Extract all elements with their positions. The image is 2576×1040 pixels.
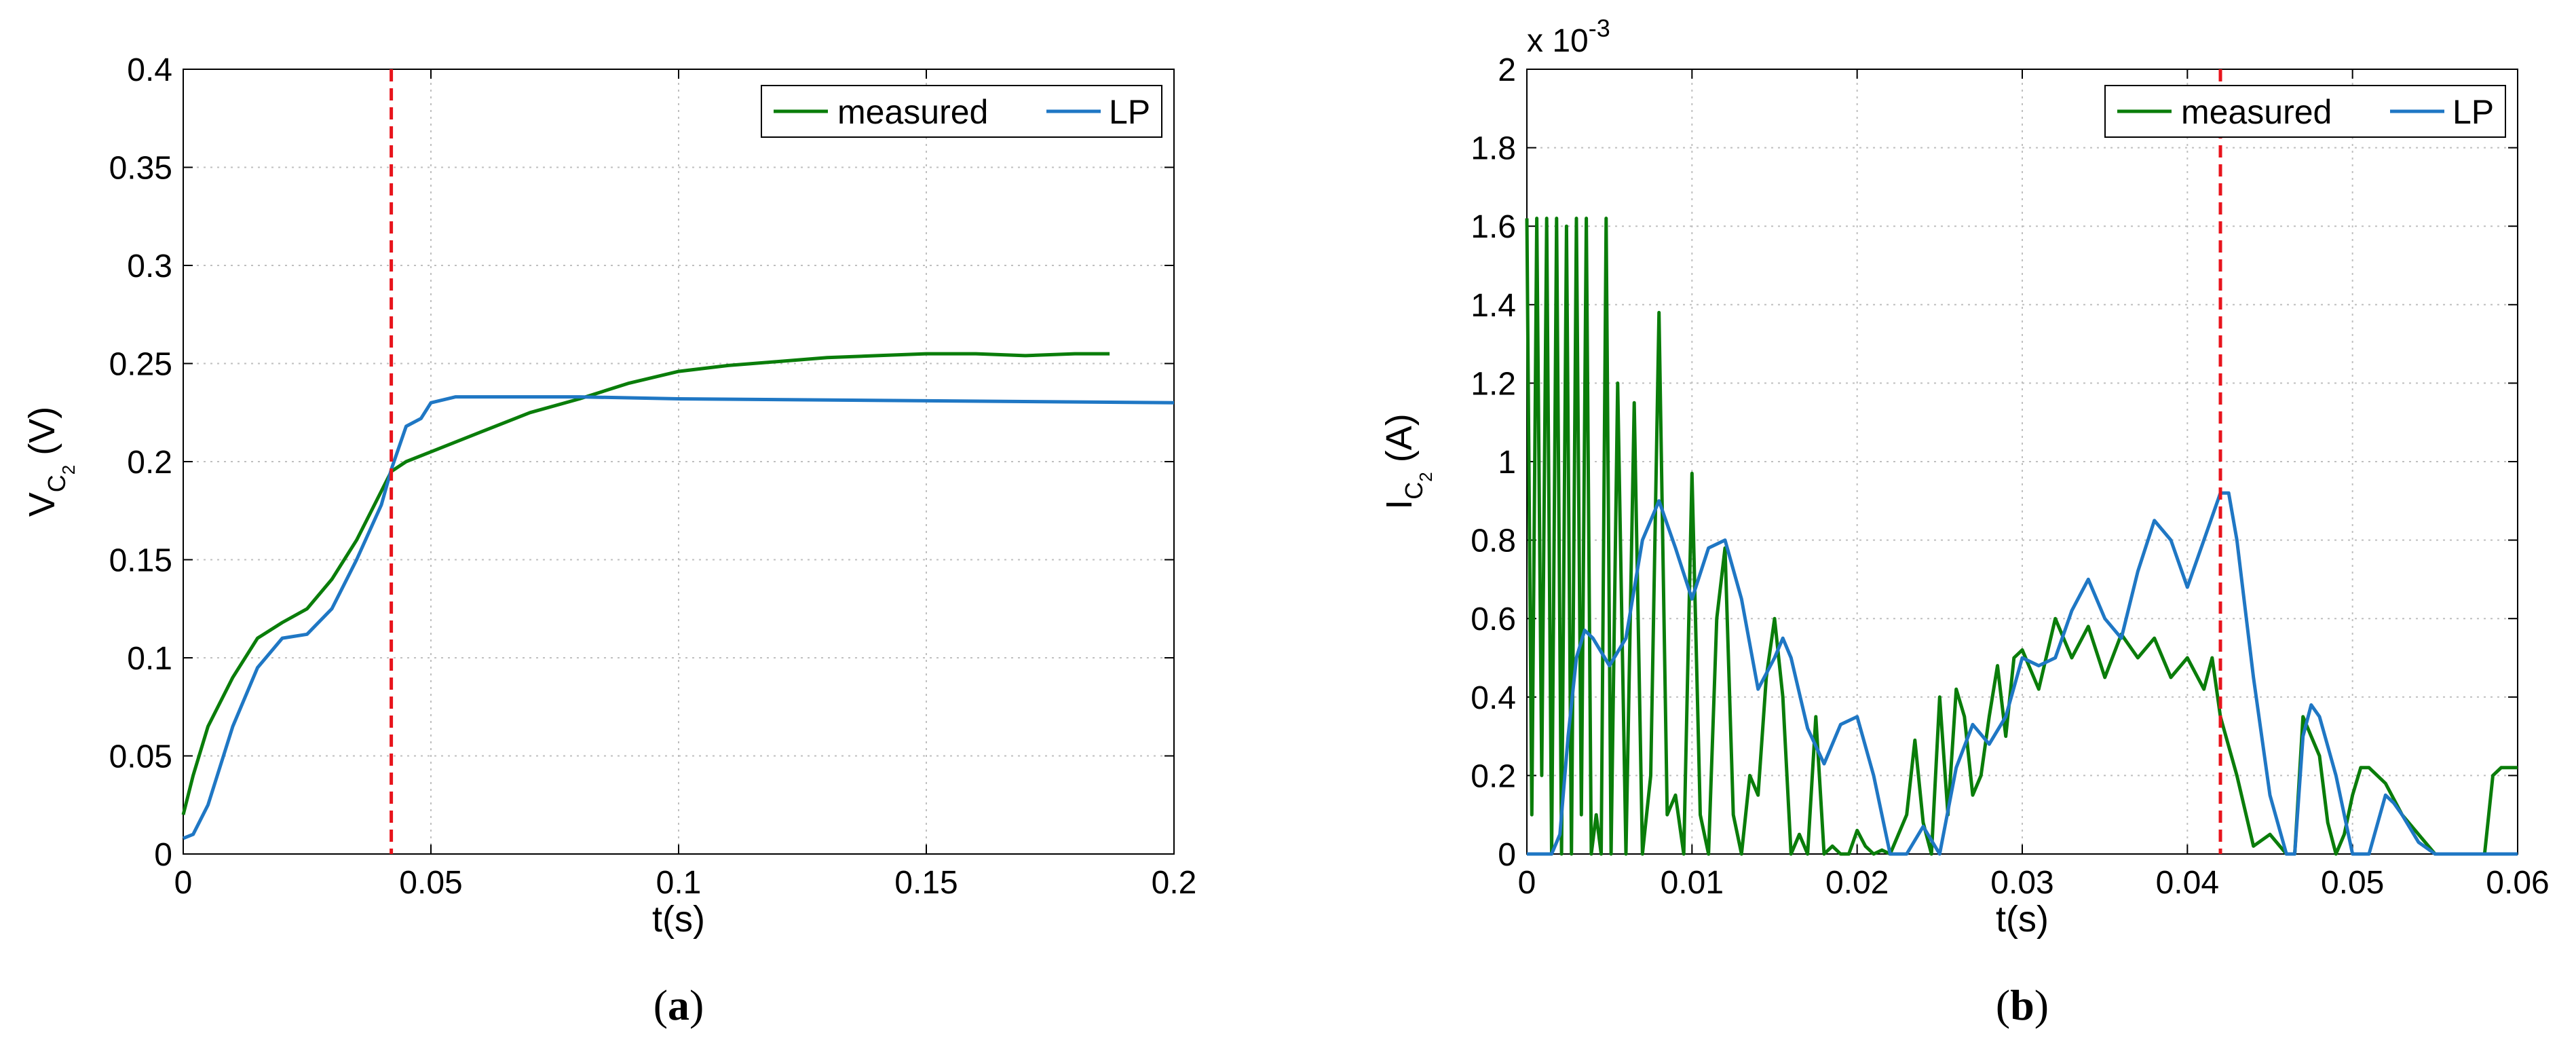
grid xyxy=(1527,69,2518,854)
y-tick-label: 1.2 xyxy=(1471,366,1516,402)
y-tick-label: 2 xyxy=(1498,52,1516,88)
svg-text:IC2(A): IC2 (A) xyxy=(1379,413,1436,509)
y-tick-label: 1.6 xyxy=(1471,209,1516,245)
y-axis-label-main: V xyxy=(22,492,62,517)
y-axis-label-subsub: 2 xyxy=(58,465,79,475)
legend-label-measured: measured xyxy=(2181,93,2332,131)
y-axis-label-subsub: 2 xyxy=(1416,472,1436,481)
x-tick-label: 0.01 xyxy=(1661,865,1724,901)
series-lines xyxy=(1525,217,2518,856)
grid xyxy=(183,69,1174,854)
x-axis-label: t(s) xyxy=(1996,899,2049,940)
x-tick-label: 0.05 xyxy=(399,865,462,901)
chart-panel-b: 0 0.01 0.02 0.03 0.04 0.05 0.06 0 0.2 0.4 0.6 0.8 1 1… xyxy=(1379,14,2550,1029)
chart-panel-a: 0 0.05 0.1 0.15 0.2 0 0.05 0.1 0.15 0.2 0.25 0.3 0.3… xyxy=(22,52,1196,1029)
y-tick-label: 0.8 xyxy=(1471,523,1516,559)
y-tick-label: 0.3 xyxy=(127,248,172,284)
legend: measured LP xyxy=(2104,85,2506,138)
x-tick-label: 0.2 xyxy=(1152,865,1197,901)
x-tick-label: 0.03 xyxy=(1990,865,2053,901)
y-tick-label: 0.6 xyxy=(1471,601,1516,637)
y-axis-label-unit: (V) xyxy=(22,407,62,456)
y-axis-label: IC2 (A) xyxy=(1379,413,1436,509)
x-tick-label: 0.06 xyxy=(2486,865,2549,901)
x-tick-label: 0.1 xyxy=(656,865,702,901)
legend-label-lp: LP xyxy=(1109,93,1150,131)
x-tick-label: 0 xyxy=(174,865,193,901)
series-lines xyxy=(181,352,1175,840)
legend-label-measured: measured xyxy=(837,93,988,131)
y-tick-label: 0.15 xyxy=(109,543,172,579)
panel-label-b: (b) xyxy=(1996,981,2049,1029)
y-tick-label: 0 xyxy=(154,837,172,873)
x-tick-label: 0.15 xyxy=(894,865,958,901)
axis-ticks: 0 0.01 0.02 0.03 0.04 0.05 0.06 0 0.2 0.4 0.6 0.8 1 1… xyxy=(1471,52,2549,901)
series-line-lp xyxy=(1527,491,2518,856)
legend: measured LP xyxy=(761,85,1162,138)
x-tick-label: 0.04 xyxy=(2156,865,2219,901)
series-line-measured xyxy=(181,352,1110,815)
y-tick-label: 1 xyxy=(1498,445,1516,481)
y-axis-label-unit: (A) xyxy=(1379,413,1420,462)
y-tick-label: 0.2 xyxy=(1471,758,1516,794)
series-line-lp xyxy=(183,395,1175,840)
y-axis-label: VC2 (V) xyxy=(22,407,79,517)
x-tick-label: 0.02 xyxy=(1825,865,1889,901)
axis-ticks: 0 0.05 0.1 0.15 0.2 0 0.05 0.1 0.15 0.2 0.25 0.3 0.3… xyxy=(109,52,1197,901)
x-tick-label: 0 xyxy=(1518,865,1536,901)
series-line-measured xyxy=(1525,217,2518,856)
x-axis-label: t(s) xyxy=(652,899,705,940)
y-tick-label: 1.8 xyxy=(1471,131,1516,167)
y-axis-multiplier: x 10-3 xyxy=(1527,14,1610,59)
y-tick-label: 0.25 xyxy=(109,347,172,383)
y-tick-label: 0.4 xyxy=(1471,680,1516,716)
x-tick-label: 0.05 xyxy=(2321,865,2384,901)
y-tick-label: 0.05 xyxy=(109,739,172,775)
y-tick-label: 0.1 xyxy=(127,641,172,677)
y-tick-label: 1.4 xyxy=(1471,288,1516,324)
y-tick-label: 0 xyxy=(1498,837,1516,873)
y-tick-label: 0.4 xyxy=(127,52,172,88)
y-axis-label-sub: C xyxy=(43,475,71,492)
y-tick-label: 0.2 xyxy=(127,445,172,481)
y-axis-label-main: I xyxy=(1379,500,1420,510)
y-axis-label-sub: C xyxy=(1400,482,1428,500)
svg-text:VC2(V): VC2 (V) xyxy=(22,407,79,517)
panel-label-a: (a) xyxy=(654,981,704,1029)
legend-label-lp: LP xyxy=(2452,93,2494,131)
y-tick-label: 0.35 xyxy=(109,151,172,187)
